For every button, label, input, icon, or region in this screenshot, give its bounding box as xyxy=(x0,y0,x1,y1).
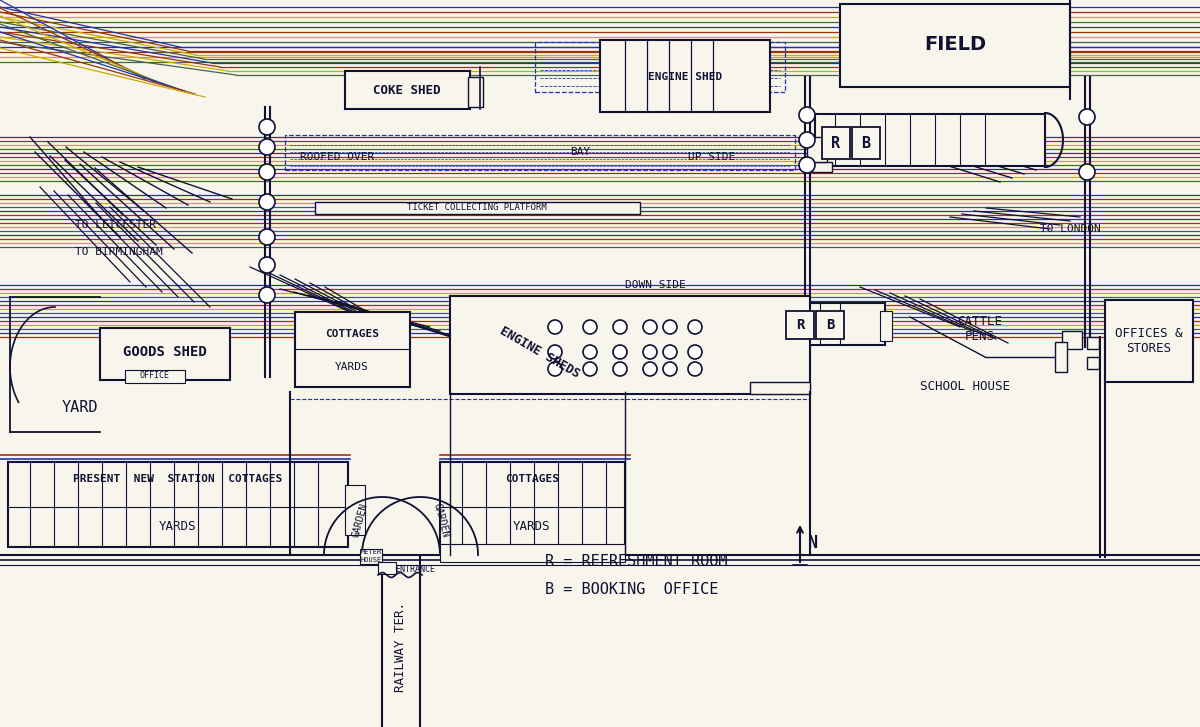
Bar xyxy=(880,311,892,341)
Bar xyxy=(8,462,348,547)
Circle shape xyxy=(259,119,275,135)
Bar xyxy=(816,311,844,339)
Circle shape xyxy=(643,320,658,334)
Bar xyxy=(822,127,850,159)
Circle shape xyxy=(613,345,628,359)
Bar xyxy=(450,296,810,394)
Bar xyxy=(100,328,230,380)
Text: YARDS: YARDS xyxy=(514,521,551,534)
Circle shape xyxy=(1079,109,1096,125)
Bar xyxy=(286,135,796,170)
Circle shape xyxy=(613,362,628,376)
Circle shape xyxy=(259,164,275,180)
Text: SCHOOL HOUSE: SCHOOL HOUSE xyxy=(920,380,1010,393)
Bar xyxy=(786,311,814,339)
Text: GOODS SHED: GOODS SHED xyxy=(124,345,206,359)
Text: R: R xyxy=(832,135,840,150)
Bar xyxy=(600,40,770,112)
Circle shape xyxy=(643,362,658,376)
Text: ENTRANCE: ENTRANCE xyxy=(395,564,436,574)
Text: OFFICE: OFFICE xyxy=(140,371,170,380)
Circle shape xyxy=(583,320,598,334)
Text: YARD: YARD xyxy=(61,400,98,414)
Text: GARDEN: GARDEN xyxy=(432,502,450,538)
Bar xyxy=(346,71,470,109)
Text: B: B xyxy=(826,318,834,332)
Circle shape xyxy=(259,287,275,303)
Circle shape xyxy=(643,345,658,359)
Circle shape xyxy=(583,362,598,376)
Circle shape xyxy=(662,345,677,359)
Bar xyxy=(1105,300,1193,382)
Circle shape xyxy=(259,229,275,245)
Bar xyxy=(852,127,880,159)
Bar xyxy=(440,462,625,547)
Text: R = REFRESHMENT ROOM: R = REFRESHMENT ROOM xyxy=(545,555,727,569)
Text: ENGINE SHED: ENGINE SHED xyxy=(648,72,722,82)
Bar xyxy=(750,382,810,394)
Bar xyxy=(535,42,785,92)
Circle shape xyxy=(688,320,702,334)
Bar xyxy=(314,202,640,214)
Bar xyxy=(815,114,1045,166)
Text: FIELD: FIELD xyxy=(924,36,986,55)
Text: DOWN SIDE: DOWN SIDE xyxy=(625,280,685,290)
Circle shape xyxy=(662,362,677,376)
Circle shape xyxy=(548,362,562,376)
Bar xyxy=(455,302,805,390)
Circle shape xyxy=(613,320,628,334)
Text: COTTAGES: COTTAGES xyxy=(325,329,379,339)
Text: ROOFED OVER: ROOFED OVER xyxy=(300,152,374,162)
Text: COKE SHED: COKE SHED xyxy=(373,84,440,97)
Circle shape xyxy=(688,345,702,359)
Text: RAILWAY TER.: RAILWAY TER. xyxy=(395,602,408,692)
Circle shape xyxy=(662,320,677,334)
Text: GARDEN: GARDEN xyxy=(350,502,370,538)
Text: TICKET COLLECTING PLATFORM: TICKET COLLECTING PLATFORM xyxy=(407,204,547,212)
Text: TO BIRMINGHAM: TO BIRMINGHAM xyxy=(74,247,163,257)
Bar xyxy=(360,549,382,564)
Bar xyxy=(440,544,625,562)
Text: CATTLE
PENS: CATTLE PENS xyxy=(958,315,1002,343)
Text: COTTAGES: COTTAGES xyxy=(505,474,559,484)
Bar xyxy=(125,370,185,383)
Bar xyxy=(840,4,1070,87)
Text: N: N xyxy=(808,534,818,552)
Bar xyxy=(1055,342,1067,372)
Circle shape xyxy=(548,345,562,359)
Text: R: R xyxy=(796,318,804,332)
Bar xyxy=(780,303,886,345)
Circle shape xyxy=(688,362,702,376)
Text: UP SIDE: UP SIDE xyxy=(688,152,736,162)
Circle shape xyxy=(1079,164,1096,180)
Text: BAY: BAY xyxy=(570,147,590,157)
Text: TO LEICESTER: TO LEICESTER xyxy=(74,220,156,230)
Text: PRESENT  NEW  STATION  COTTAGES: PRESENT NEW STATION COTTAGES xyxy=(73,474,283,484)
Bar xyxy=(1087,357,1099,369)
Bar xyxy=(1087,337,1099,349)
Bar xyxy=(1062,331,1082,349)
Text: YARDS: YARDS xyxy=(335,362,368,372)
Text: B: B xyxy=(862,135,870,150)
Bar xyxy=(378,562,396,574)
Circle shape xyxy=(799,132,815,148)
Text: METER
HOUSE: METER HOUSE xyxy=(360,550,382,563)
Circle shape xyxy=(259,257,275,273)
Bar xyxy=(295,312,410,387)
Circle shape xyxy=(548,320,562,334)
Bar xyxy=(812,162,832,172)
Text: YARDS: YARDS xyxy=(160,521,197,534)
Circle shape xyxy=(259,194,275,210)
Circle shape xyxy=(799,157,815,173)
Bar xyxy=(346,485,365,535)
Circle shape xyxy=(583,345,598,359)
Text: TO LONDON: TO LONDON xyxy=(1040,224,1100,234)
Text: OFFICES &
STORES: OFFICES & STORES xyxy=(1115,327,1183,355)
Circle shape xyxy=(799,107,815,123)
Circle shape xyxy=(259,139,275,155)
Bar xyxy=(808,137,827,162)
Text: ENGINE SHEDS: ENGINE SHEDS xyxy=(498,324,582,380)
Text: B = BOOKING  OFFICE: B = BOOKING OFFICE xyxy=(545,582,719,596)
Bar xyxy=(468,77,482,107)
